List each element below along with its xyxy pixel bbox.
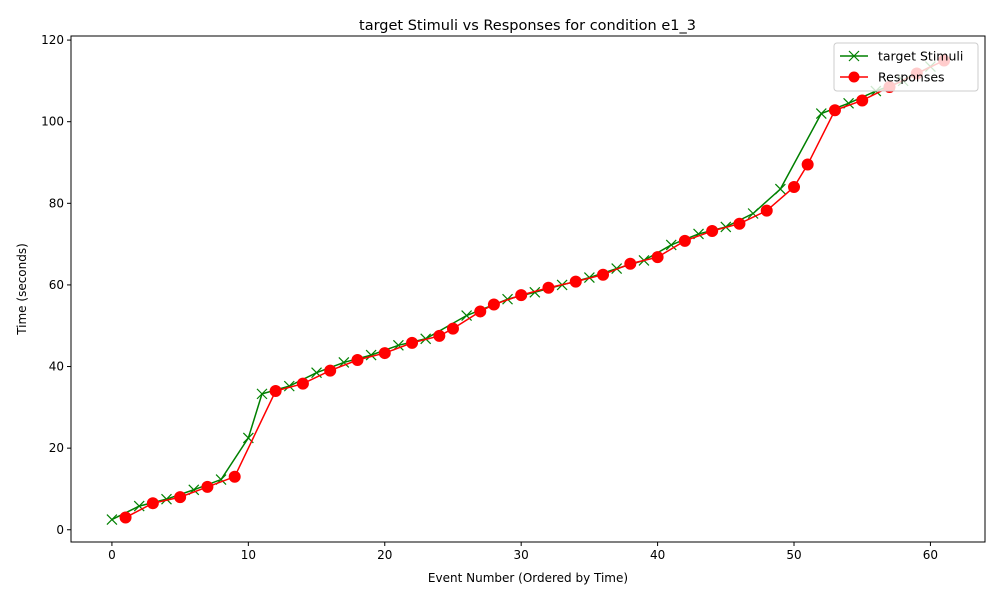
y-tick-label: 60 bbox=[49, 278, 64, 292]
data-point bbox=[828, 104, 841, 117]
data-point bbox=[269, 385, 282, 398]
series-responses bbox=[119, 54, 951, 524]
x-marker bbox=[338, 357, 350, 368]
axes-frame bbox=[70, 35, 986, 543]
x-axis-label: Event Number (Ordered by Time) bbox=[428, 571, 628, 585]
data-point bbox=[201, 480, 214, 493]
data-point bbox=[733, 217, 746, 230]
data-point bbox=[624, 257, 637, 270]
x-marker bbox=[106, 514, 118, 525]
x-tick-label: 50 bbox=[786, 548, 801, 562]
data-point bbox=[119, 511, 132, 524]
data-point bbox=[474, 305, 487, 318]
y-axis-ticks: 0 20 40 60 80 100 120 bbox=[41, 33, 71, 537]
x-marker bbox=[848, 50, 860, 62]
data-point bbox=[760, 204, 773, 217]
x-marker bbox=[665, 239, 677, 251]
legend: target Stimuli Responses bbox=[833, 42, 979, 92]
y-tick-label: 80 bbox=[49, 196, 64, 210]
y-tick-label: 20 bbox=[49, 441, 64, 455]
y-tick-label: 100 bbox=[41, 115, 64, 129]
data-point bbox=[706, 225, 719, 238]
data-point bbox=[406, 336, 419, 349]
x-tick-label: 60 bbox=[923, 548, 938, 562]
data-point bbox=[542, 281, 555, 294]
x-tick-label: 10 bbox=[241, 548, 256, 562]
data-point bbox=[856, 94, 869, 107]
x-marker bbox=[283, 380, 295, 392]
data-point bbox=[515, 289, 528, 302]
data-point bbox=[651, 251, 664, 264]
data-point bbox=[788, 180, 801, 193]
data-point bbox=[324, 364, 337, 377]
data-point bbox=[801, 158, 814, 171]
chart-title: target Stimuli vs Responses for conditio… bbox=[359, 18, 696, 34]
data-point bbox=[487, 298, 500, 311]
data-point bbox=[433, 329, 446, 342]
x-marker bbox=[529, 286, 541, 298]
series-line bbox=[125, 59, 945, 519]
data-point bbox=[597, 268, 610, 281]
data-point bbox=[678, 234, 691, 247]
legend-box bbox=[833, 42, 979, 92]
x-tick-label: 0 bbox=[108, 548, 116, 562]
data-point bbox=[378, 347, 391, 360]
x-marker bbox=[461, 310, 473, 321]
data-point bbox=[569, 275, 582, 288]
y-tick-label: 120 bbox=[41, 33, 64, 47]
data-point bbox=[146, 497, 159, 510]
data-point bbox=[296, 377, 309, 390]
x-tick-label: 40 bbox=[650, 548, 665, 562]
x-tick-label: 20 bbox=[377, 548, 392, 562]
legend-label: Responses bbox=[878, 70, 945, 85]
data-point bbox=[351, 354, 364, 367]
data-point bbox=[174, 491, 187, 504]
legend-label: target Stimuli bbox=[878, 49, 963, 64]
x-marker bbox=[815, 108, 827, 119]
plot-area bbox=[106, 54, 951, 525]
y-tick-label: 40 bbox=[49, 360, 64, 374]
x-marker bbox=[256, 388, 268, 400]
x-marker bbox=[365, 349, 377, 361]
x-marker bbox=[161, 493, 172, 505]
x-marker bbox=[774, 183, 786, 195]
x-marker bbox=[747, 208, 759, 219]
y-tick-label: 0 bbox=[56, 523, 64, 537]
data-point bbox=[446, 322, 459, 335]
legend-item: Responses bbox=[840, 70, 945, 85]
y-axis-label: Time (seconds) bbox=[15, 243, 29, 336]
data-point bbox=[228, 470, 241, 483]
x-axis-ticks: 0 10 20 30 40 50 60 bbox=[108, 542, 938, 562]
x-tick-label: 30 bbox=[514, 548, 529, 562]
legend-marker bbox=[848, 71, 860, 83]
legend-item: target Stimuli bbox=[840, 49, 963, 64]
